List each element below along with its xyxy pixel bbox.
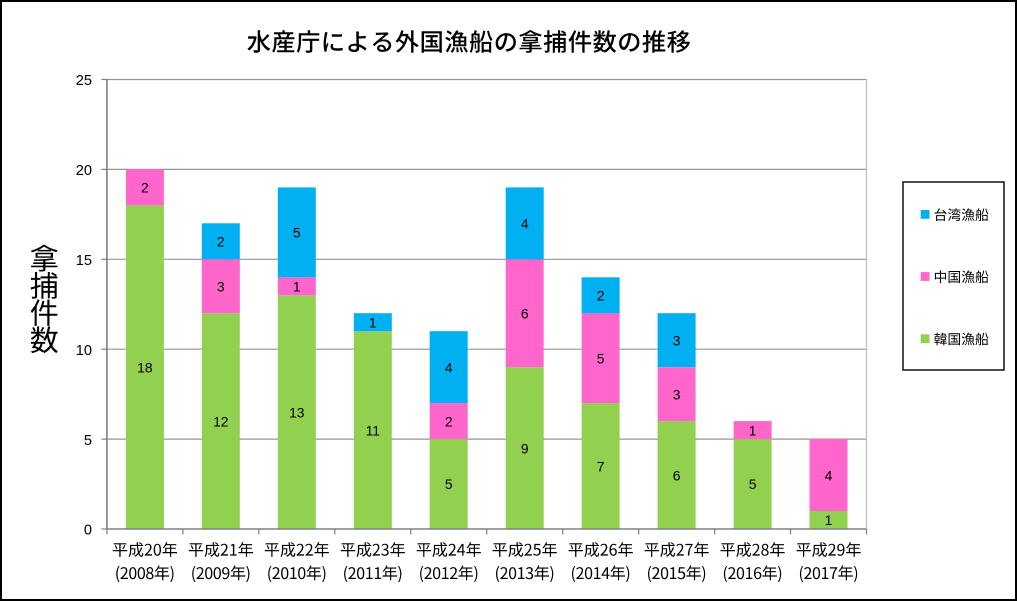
svg-text:9: 9 <box>521 440 529 456</box>
svg-text:1: 1 <box>369 314 377 330</box>
svg-text:1: 1 <box>749 422 757 438</box>
svg-text:15: 15 <box>76 253 92 269</box>
svg-text:2: 2 <box>141 180 149 196</box>
svg-text:5: 5 <box>445 476 453 492</box>
svg-text:6: 6 <box>673 467 681 483</box>
svg-text:0: 0 <box>84 523 92 539</box>
svg-text:20: 20 <box>76 163 92 179</box>
svg-text:5: 5 <box>293 225 301 241</box>
svg-text:2: 2 <box>217 234 225 250</box>
svg-text:1: 1 <box>293 279 301 295</box>
svg-text:4: 4 <box>521 216 529 232</box>
svg-text:5: 5 <box>84 433 92 449</box>
svg-text:5: 5 <box>597 350 605 366</box>
svg-text:4: 4 <box>445 359 453 375</box>
svg-text:3: 3 <box>673 386 681 402</box>
svg-text:25: 25 <box>76 73 92 89</box>
svg-text:2: 2 <box>445 413 453 429</box>
svg-text:2: 2 <box>597 288 605 304</box>
svg-text:13: 13 <box>289 404 305 420</box>
svg-text:11: 11 <box>366 422 381 438</box>
svg-text:18: 18 <box>137 359 153 375</box>
svg-text:4: 4 <box>825 467 833 483</box>
svg-text:5: 5 <box>749 476 757 492</box>
svg-text:7: 7 <box>597 458 605 474</box>
svg-text:3: 3 <box>673 332 681 348</box>
svg-text:6: 6 <box>521 305 529 321</box>
svg-text:10: 10 <box>76 343 92 359</box>
svg-text:12: 12 <box>213 413 229 429</box>
svg-text:1: 1 <box>825 512 833 528</box>
svg-text:3: 3 <box>217 279 225 295</box>
